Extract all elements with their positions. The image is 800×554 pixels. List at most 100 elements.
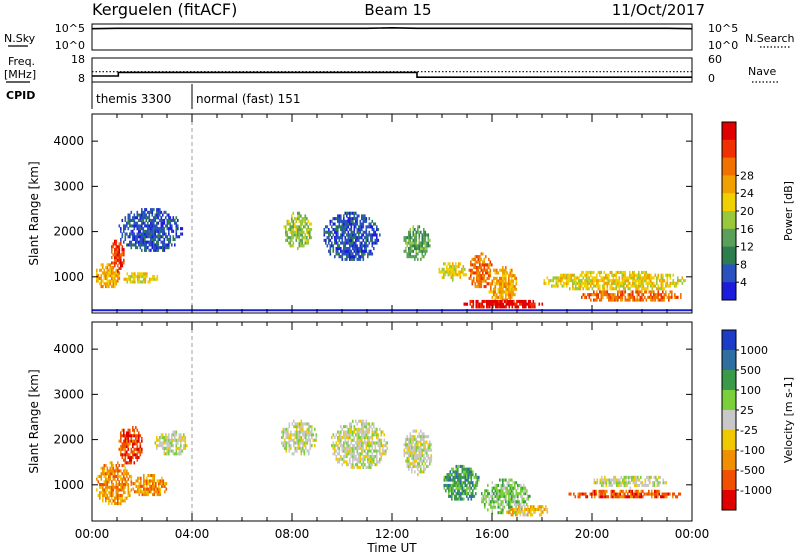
echo-cell (341, 236, 344, 240)
echo-cell (477, 257, 480, 261)
echo-cell (409, 255, 412, 259)
echo-cell (137, 275, 139, 279)
echo-cell (506, 287, 509, 291)
echo-cell (500, 486, 503, 490)
echo-cell (136, 235, 139, 239)
echo-cell (147, 229, 149, 233)
echo-cell (364, 438, 366, 442)
echo-cell (138, 235, 140, 239)
echo-cell (349, 222, 351, 226)
echo-cell (115, 274, 118, 278)
echo-cell (153, 487, 156, 491)
echo-cell (499, 299, 502, 303)
echo-cell (143, 482, 145, 486)
echo-cell (513, 302, 515, 306)
echo-cell (347, 238, 350, 242)
echo-cell (346, 252, 348, 256)
echo-cell (512, 282, 515, 286)
echo-cell (488, 500, 491, 504)
echo-cell (466, 478, 468, 482)
echo-cell (421, 238, 424, 242)
echo-cell (418, 244, 421, 248)
nsky-panel: 10^510^010^510^0N.Sky N.Search (4, 22, 795, 52)
echo-cell (350, 255, 353, 259)
echo-cell (651, 295, 654, 299)
echo-cell (414, 244, 416, 248)
echo-cell (596, 279, 598, 283)
echo-cell (499, 502, 501, 506)
echo-cell (600, 295, 603, 299)
echo-cell (376, 449, 378, 453)
echo-cell (146, 490, 148, 494)
echo-cell (470, 260, 472, 264)
echo-cell (112, 279, 115, 283)
echo-cell (560, 281, 562, 285)
echo-cell (587, 287, 589, 291)
echo-cell (347, 211, 350, 215)
echo-cell (358, 255, 360, 259)
echo-cell (285, 233, 287, 237)
echo-cell (293, 438, 295, 442)
echo-cell (150, 221, 152, 225)
echo-cell (582, 287, 585, 291)
echo-cell (417, 456, 419, 460)
echo-cell (356, 217, 359, 221)
echo-cell (408, 464, 410, 468)
echo-cell (310, 228, 313, 232)
echo-cell (99, 483, 101, 487)
echo-cell (337, 230, 339, 234)
echo-cell (405, 236, 407, 240)
echo-cell (121, 253, 124, 257)
echo-cell (660, 276, 663, 280)
echo-cell (551, 279, 553, 283)
echo-cell (123, 261, 125, 265)
echo-cell (307, 233, 310, 237)
echo-cell (461, 464, 464, 468)
echo-cell (418, 445, 421, 449)
echo-cell (449, 475, 452, 479)
echo-cell (334, 222, 336, 226)
echo-cell (129, 224, 131, 228)
echo-cell (609, 270, 612, 274)
echo-cell (349, 247, 351, 251)
echo-cell (346, 436, 348, 440)
echo-cell (133, 218, 136, 222)
echo-cell (350, 465, 353, 469)
echo-cell (463, 470, 465, 474)
echo-cell (615, 276, 618, 280)
echo-cell (112, 469, 115, 473)
echo-cell (359, 222, 362, 226)
echo-cell (414, 443, 416, 447)
echo-cell (365, 238, 368, 242)
echo-cell (519, 505, 522, 509)
echo-cell (285, 238, 287, 242)
echo-cell (443, 262, 445, 266)
echo-cell (135, 442, 137, 446)
echo-cell (343, 225, 345, 229)
echo-cell (653, 276, 655, 280)
echo-cell (370, 225, 372, 229)
echo-cell (632, 279, 634, 283)
echo-cell (573, 281, 576, 285)
echo-cell (469, 470, 471, 474)
echo-cell (358, 252, 360, 256)
echo-cell (328, 241, 330, 245)
echo-cell (605, 273, 607, 277)
echo-cell (157, 248, 160, 252)
echo-cell (338, 214, 341, 218)
echo-cell (426, 247, 428, 251)
echo-cell (526, 302, 529, 306)
echo-cell (306, 438, 309, 442)
echo-cell (611, 281, 613, 285)
echo-cell (141, 243, 143, 247)
echo-cell (601, 492, 604, 496)
echo-cell (454, 473, 456, 477)
echo-cell (587, 273, 589, 277)
echo-cell (592, 489, 595, 493)
echo-cell (112, 274, 115, 278)
echo-cell (144, 246, 146, 250)
colorbar-tick-label: 500 (740, 364, 761, 377)
echo-cell (671, 295, 673, 299)
echo-cell (452, 470, 455, 474)
echo-cell (570, 492, 572, 496)
